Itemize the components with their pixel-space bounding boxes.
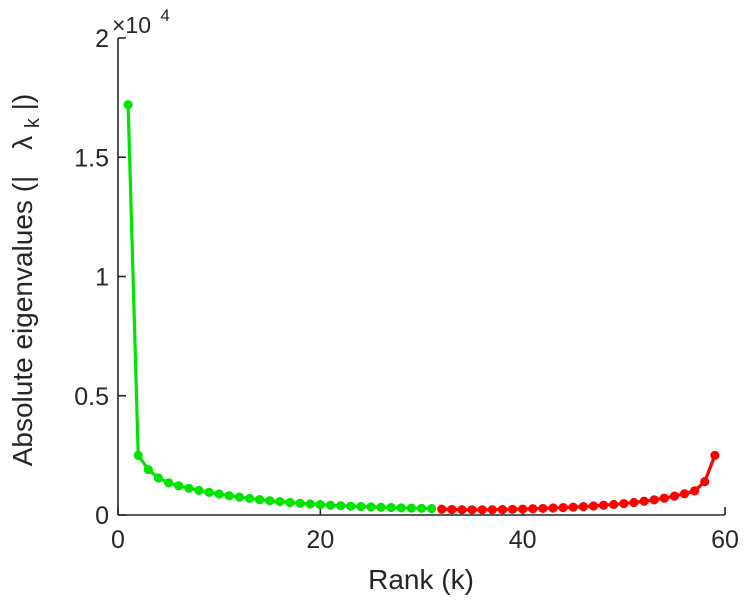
- y-axis-label-suffix: |): [7, 94, 38, 111]
- data-point: [255, 495, 265, 505]
- data-point: [507, 504, 518, 514]
- data-point: [204, 487, 214, 497]
- data-point: [356, 501, 366, 512]
- data-point: [285, 497, 295, 508]
- y-tick-group: 0 0.5 1 1.5 2: [74, 25, 126, 530]
- data-point: [487, 505, 497, 515]
- data-point: [538, 503, 548, 514]
- data-point: [690, 486, 700, 496]
- data-point: [427, 503, 437, 514]
- data-point: [386, 502, 396, 513]
- series-line-tail-eigenvalues: [440, 453, 717, 512]
- data-point: [599, 500, 609, 510]
- data-point: [295, 498, 305, 508]
- data-point: [346, 501, 356, 511]
- x-tick-label: 60: [711, 526, 739, 554]
- x-tick-label: 0: [111, 526, 125, 554]
- series-head-eigenvalues: [123, 100, 437, 514]
- data-point: [629, 497, 639, 508]
- data-point: [194, 485, 204, 496]
- data-point: [700, 477, 710, 487]
- data-point: [163, 478, 174, 488]
- data-point: [457, 505, 467, 515]
- data-point: [315, 500, 325, 510]
- data-point: [609, 499, 619, 510]
- data-point: [123, 100, 133, 110]
- data-point: [578, 502, 588, 512]
- data-point: [447, 504, 457, 515]
- data-point: [366, 502, 376, 512]
- data-point: [497, 504, 508, 515]
- series-layer: [123, 100, 720, 515]
- data-point: [224, 491, 234, 501]
- y-tick-label: 2: [95, 25, 109, 53]
- data-point: [305, 499, 315, 509]
- y-axis-multiplier: ×10 4: [112, 6, 170, 38]
- data-point: [416, 503, 427, 513]
- y-axis-label-prefix: Absolute eigenvalues (|: [7, 176, 38, 467]
- data-point: [325, 500, 336, 510]
- data-point: [244, 493, 255, 504]
- data-point: [184, 483, 194, 493]
- data-point: [659, 493, 669, 503]
- x-axis-label: Rank (k): [368, 564, 474, 595]
- multiplier-base: ×10: [112, 12, 151, 38]
- data-point: [639, 496, 649, 506]
- data-point: [669, 491, 680, 501]
- lambda-symbol: λ: [7, 136, 38, 150]
- data-point: [153, 473, 164, 483]
- data-point: [437, 504, 447, 514]
- data-point: [619, 498, 629, 509]
- x-tick-label: 40: [509, 526, 537, 554]
- data-point: [548, 503, 558, 513]
- data-point: [588, 501, 599, 511]
- data-point: [477, 505, 487, 515]
- data-point: [528, 504, 538, 514]
- data-point: [143, 465, 153, 475]
- data-point: [406, 503, 416, 513]
- data-point: [568, 502, 578, 512]
- y-axis-label: Absolute eigenvalues (| λ k |): [7, 94, 45, 467]
- series-tail-eigenvalues: [437, 450, 720, 515]
- data-point: [133, 450, 143, 460]
- data-point: [518, 504, 528, 514]
- data-point: [335, 501, 346, 511]
- multiplier-exponent: 4: [160, 6, 169, 25]
- x-tick-group: 0 20 40 60: [111, 507, 739, 554]
- x-tick-label: 20: [306, 526, 334, 554]
- data-point: [467, 505, 477, 515]
- data-point: [265, 496, 275, 506]
- data-point: [710, 450, 720, 460]
- series-line-head-eigenvalues: [126, 103, 434, 511]
- y-tick-label: 0: [95, 502, 109, 530]
- data-point: [396, 503, 406, 513]
- data-point: [214, 489, 224, 499]
- axes: [117, 38, 725, 516]
- y-tick-label: 1: [95, 264, 109, 292]
- data-point: [679, 489, 690, 499]
- y-tick-label: 1.5: [74, 144, 109, 172]
- data-point: [174, 481, 184, 491]
- y-tick-label: 0.5: [74, 383, 109, 411]
- data-point: [558, 503, 568, 513]
- data-point: [275, 497, 285, 507]
- lambda-subscript: k: [22, 117, 44, 128]
- data-point: [649, 495, 659, 505]
- data-point: [376, 502, 386, 512]
- data-point: [234, 492, 244, 502]
